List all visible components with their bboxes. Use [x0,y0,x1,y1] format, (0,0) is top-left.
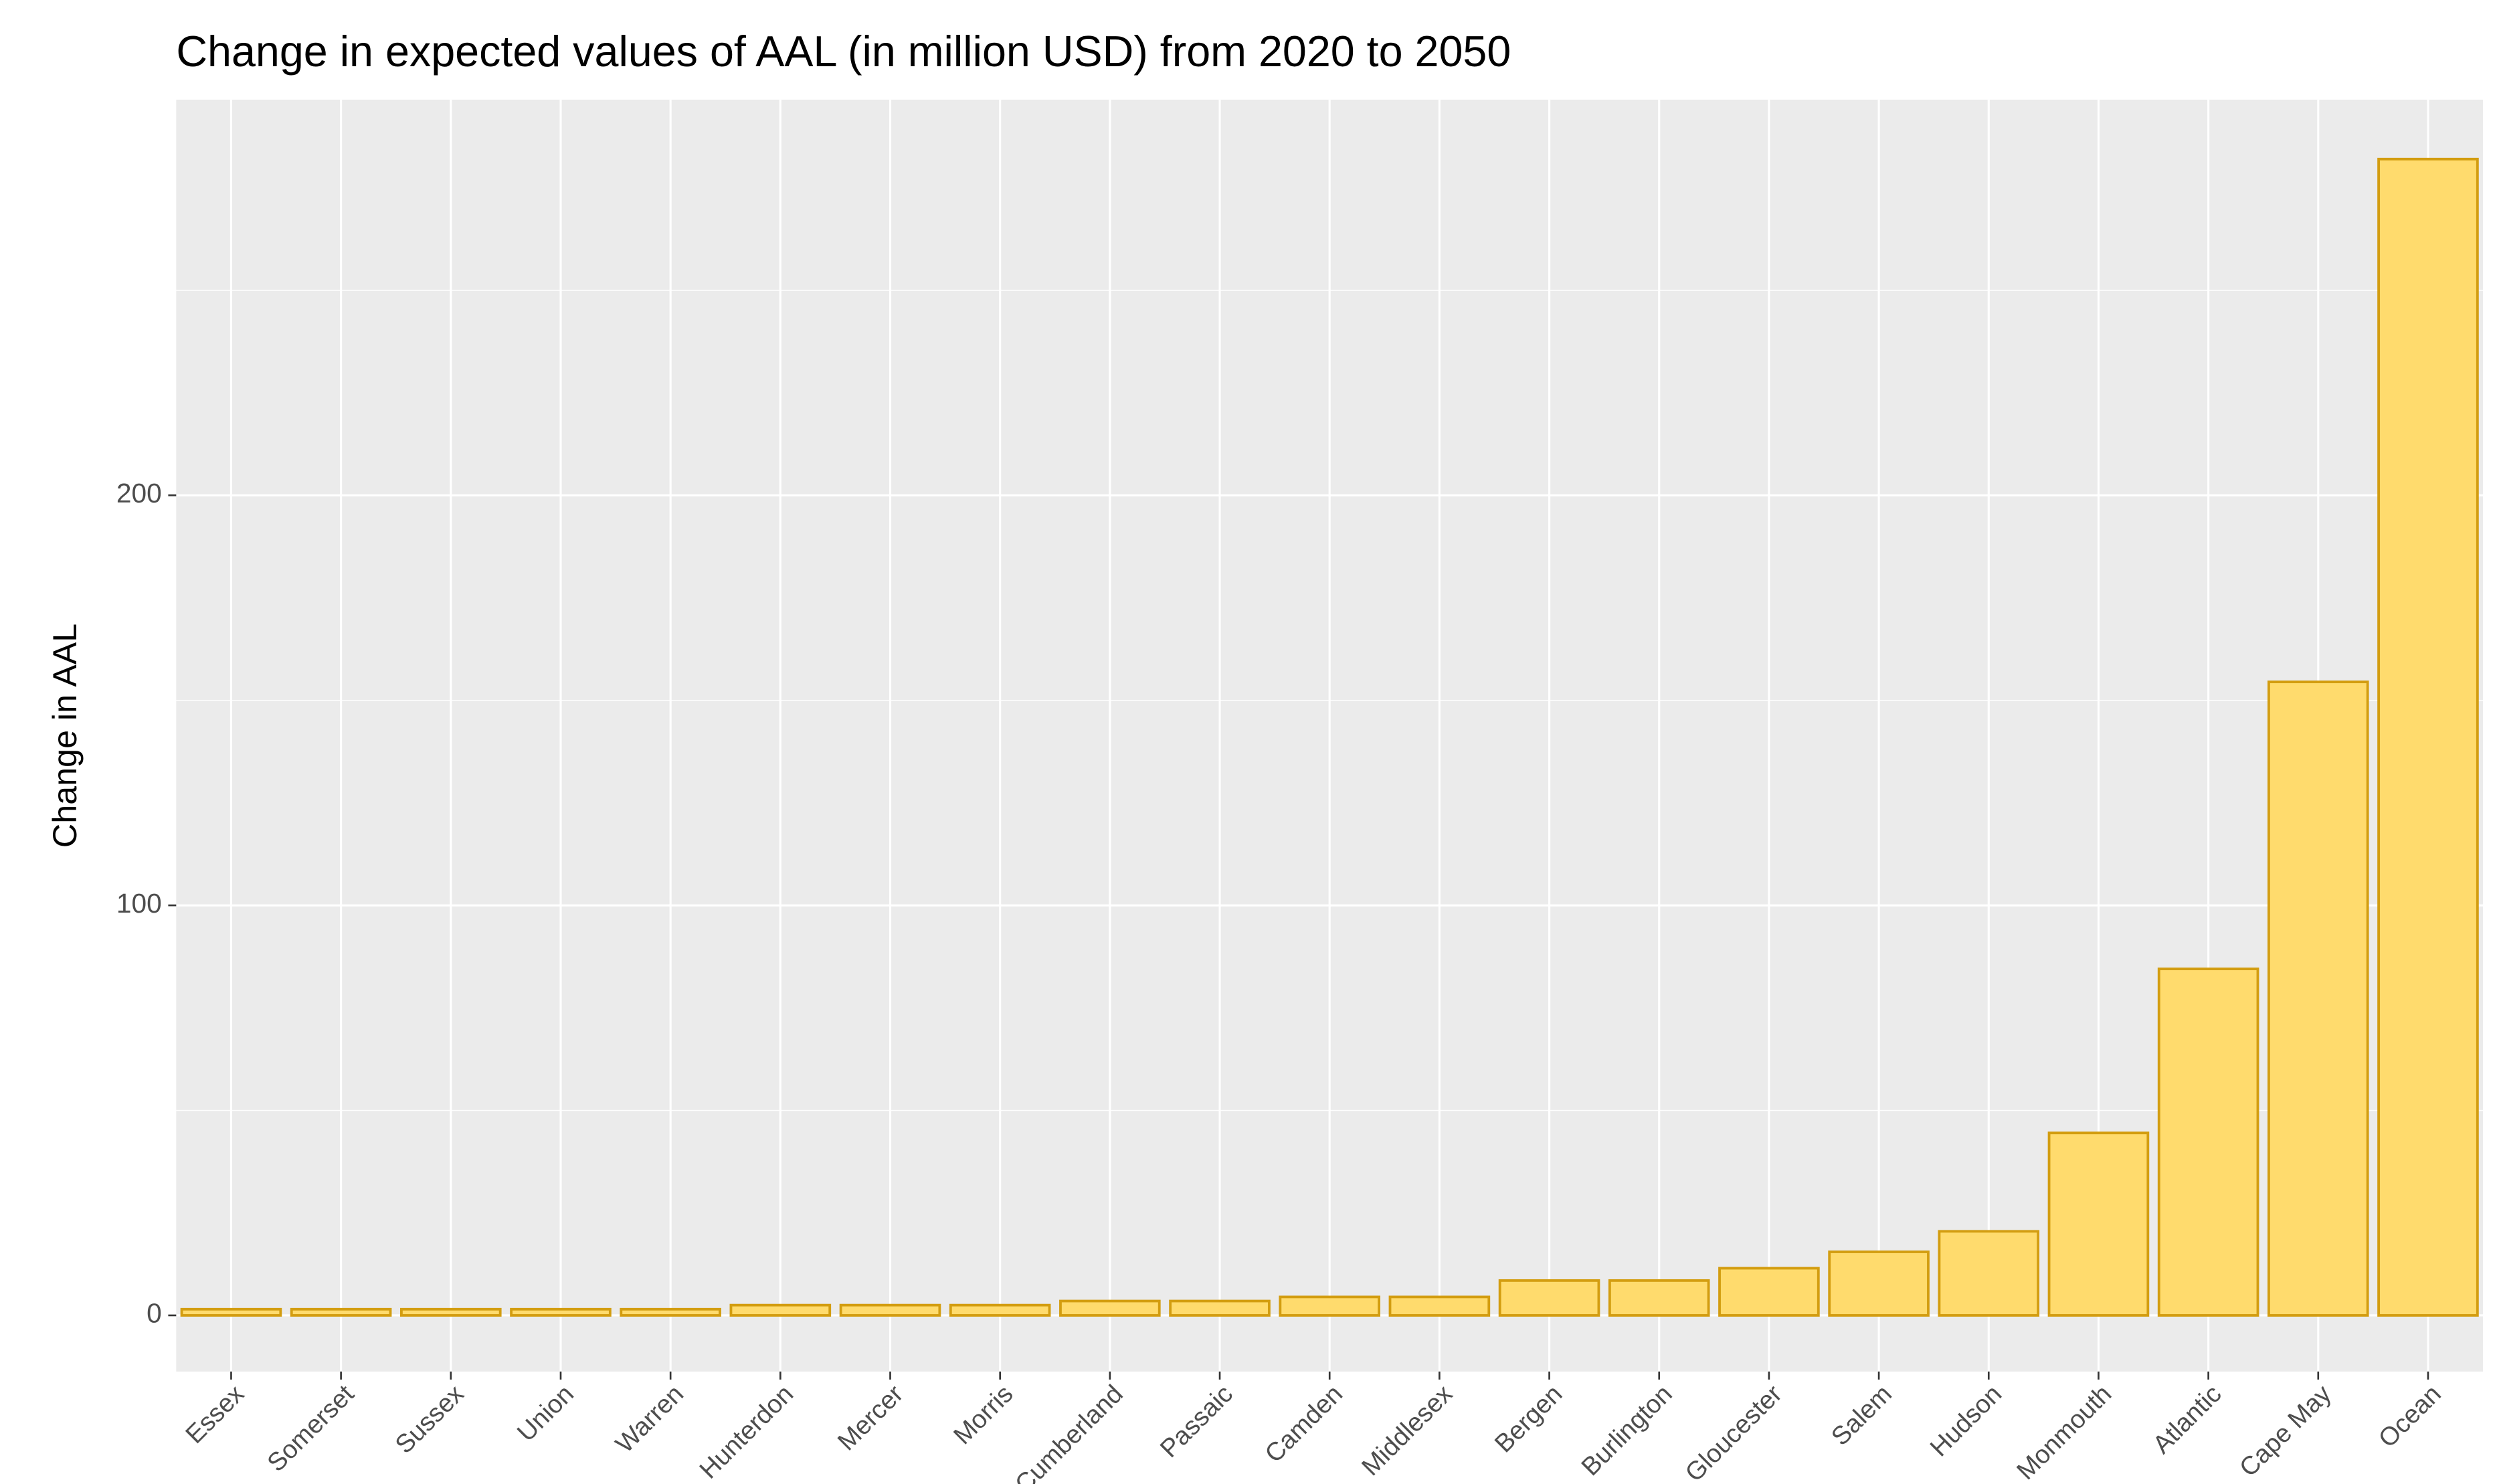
bar [2267,680,2369,1317]
bar [1828,1250,1930,1317]
bar [1608,1279,1710,1317]
bar [1279,1295,1381,1317]
y-axis-label: Change in AAL [45,624,84,848]
bar [2047,1131,2150,1317]
bar [949,1303,1051,1317]
chart-title: Change in expected values of AAL (in mil… [176,27,1511,76]
y-tick-label: 0 [147,1298,162,1329]
bar [400,1307,502,1317]
bar [620,1307,721,1317]
bar [839,1303,941,1317]
bar [1498,1279,1600,1317]
bar [1059,1299,1161,1317]
bar [2377,157,2479,1317]
y-tick-label: 200 [116,478,162,508]
y-tick-label: 100 [116,888,162,919]
bar [2157,967,2259,1317]
bar [510,1307,612,1317]
bar [180,1307,282,1317]
bar [729,1303,832,1317]
bar [1718,1267,1820,1317]
bar [1938,1230,2040,1317]
bar [1388,1295,1491,1317]
bar [290,1307,392,1317]
bar [1169,1299,1271,1317]
